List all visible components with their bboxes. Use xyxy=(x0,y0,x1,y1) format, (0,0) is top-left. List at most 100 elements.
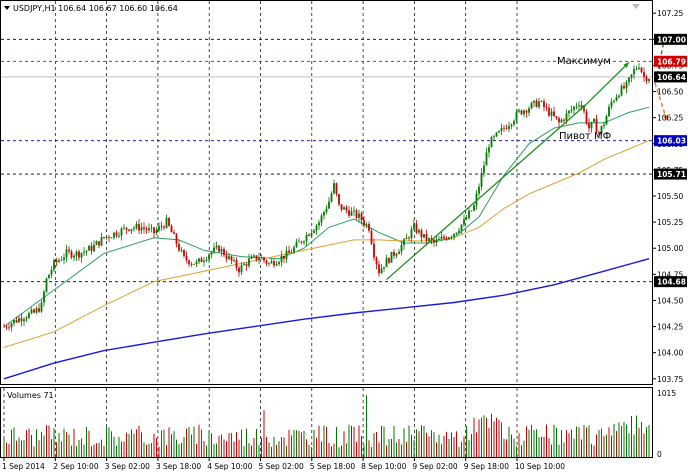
candle-body xyxy=(285,250,288,259)
candle-body xyxy=(513,120,515,125)
candle-body xyxy=(400,245,403,252)
candle-body xyxy=(328,201,330,209)
ma_slow-line xyxy=(3,258,650,380)
one-click-trading-icon[interactable] xyxy=(632,4,640,9)
price-badge-label: 104.68 xyxy=(657,278,686,287)
candle-body xyxy=(420,230,423,238)
candle-body xyxy=(193,263,195,265)
candle-body xyxy=(248,258,250,266)
candle-body xyxy=(508,125,510,129)
candle-body xyxy=(608,106,610,117)
candle-body xyxy=(8,327,10,329)
candle-body xyxy=(308,234,310,236)
candle-body xyxy=(148,228,150,231)
candle-body xyxy=(503,127,505,129)
candle-body xyxy=(385,258,388,267)
candle-body xyxy=(73,255,75,258)
volume-bars xyxy=(3,395,650,457)
x-tick-label: 5 Sep 02:00 xyxy=(259,462,305,471)
candle-body xyxy=(98,241,100,246)
candle-body xyxy=(550,111,553,116)
trend-line xyxy=(586,61,630,105)
y-tick-label: 107.25 xyxy=(657,9,683,18)
candle-body xyxy=(125,227,128,230)
price-badge-label: 106.79 xyxy=(657,57,686,66)
candle-body xyxy=(360,213,363,221)
price-badge xyxy=(654,168,687,180)
candle-body xyxy=(313,230,315,233)
candle-body xyxy=(278,262,280,265)
symbol-header: USDJPY,H1 106.64 106.67 106.60 106.64 xyxy=(13,4,178,13)
candle-body xyxy=(330,193,333,202)
candle-body xyxy=(358,213,360,218)
candle-body xyxy=(405,237,408,240)
candle-body xyxy=(245,264,248,266)
candle-body xyxy=(300,241,303,243)
candle-body xyxy=(468,210,470,219)
candle-body xyxy=(210,252,213,255)
moving-averages xyxy=(3,106,650,380)
candle-body xyxy=(350,211,353,216)
candle-body xyxy=(430,238,433,240)
price-badge xyxy=(654,135,687,147)
price-badge xyxy=(654,276,687,288)
candle-body xyxy=(443,236,445,239)
candle-body xyxy=(105,236,108,238)
candle-body xyxy=(493,136,495,138)
candle-body xyxy=(338,194,340,205)
candle-body xyxy=(113,232,115,238)
candle-body xyxy=(23,319,25,322)
candle-body xyxy=(553,111,555,117)
candle-body xyxy=(53,260,55,270)
forecast-down-arrow-head xyxy=(662,114,668,121)
candle-body xyxy=(195,261,198,265)
candle-body xyxy=(365,223,368,225)
candle-body xyxy=(253,255,255,257)
candle-body xyxy=(40,302,43,312)
x-tick-label: 5 Sep 18:00 xyxy=(310,462,356,471)
ma_fast-line xyxy=(3,106,650,328)
candle-body xyxy=(478,186,480,194)
candle-body xyxy=(410,229,413,239)
y-tick-label: 106.25 xyxy=(657,114,683,123)
candle-body xyxy=(55,260,58,262)
candle-body xyxy=(85,250,88,252)
candle-body xyxy=(275,264,278,266)
candle-body xyxy=(183,250,185,256)
x-tick-label: 4 Sep 10:00 xyxy=(207,462,253,471)
ma_mid-line xyxy=(3,140,650,348)
candle-body xyxy=(65,249,68,258)
trend-arrowhead xyxy=(623,62,629,68)
candle-body xyxy=(528,108,530,113)
candle-body xyxy=(575,106,578,108)
candle-body xyxy=(325,208,328,212)
trend-line xyxy=(386,103,587,281)
candle-body xyxy=(258,257,260,260)
candle-body xyxy=(190,263,193,265)
candle-body xyxy=(175,233,178,244)
candle-body xyxy=(628,77,630,83)
candle-body xyxy=(633,69,635,75)
candle-body xyxy=(375,257,378,265)
candle-body xyxy=(398,251,400,255)
candle-body xyxy=(555,116,558,119)
candle-body xyxy=(120,228,123,236)
candle-body xyxy=(640,67,643,72)
candle-body xyxy=(483,165,485,174)
symbol-dropdown-icon[interactable] xyxy=(4,6,10,10)
candle-body xyxy=(390,251,393,263)
candle-body xyxy=(228,256,230,259)
horizontal-levels xyxy=(1,38,652,283)
candle-body xyxy=(163,226,165,228)
candle-body xyxy=(418,230,420,233)
candle-body xyxy=(488,147,490,153)
candle-body xyxy=(80,252,83,258)
candle-body xyxy=(118,235,120,237)
candle-body xyxy=(13,320,15,324)
trend-arrowhead xyxy=(580,104,587,110)
candle-body xyxy=(140,227,143,231)
candle-body xyxy=(590,121,593,129)
candle-body xyxy=(463,219,465,225)
trend-lines xyxy=(386,61,630,281)
candle-body xyxy=(545,107,548,108)
